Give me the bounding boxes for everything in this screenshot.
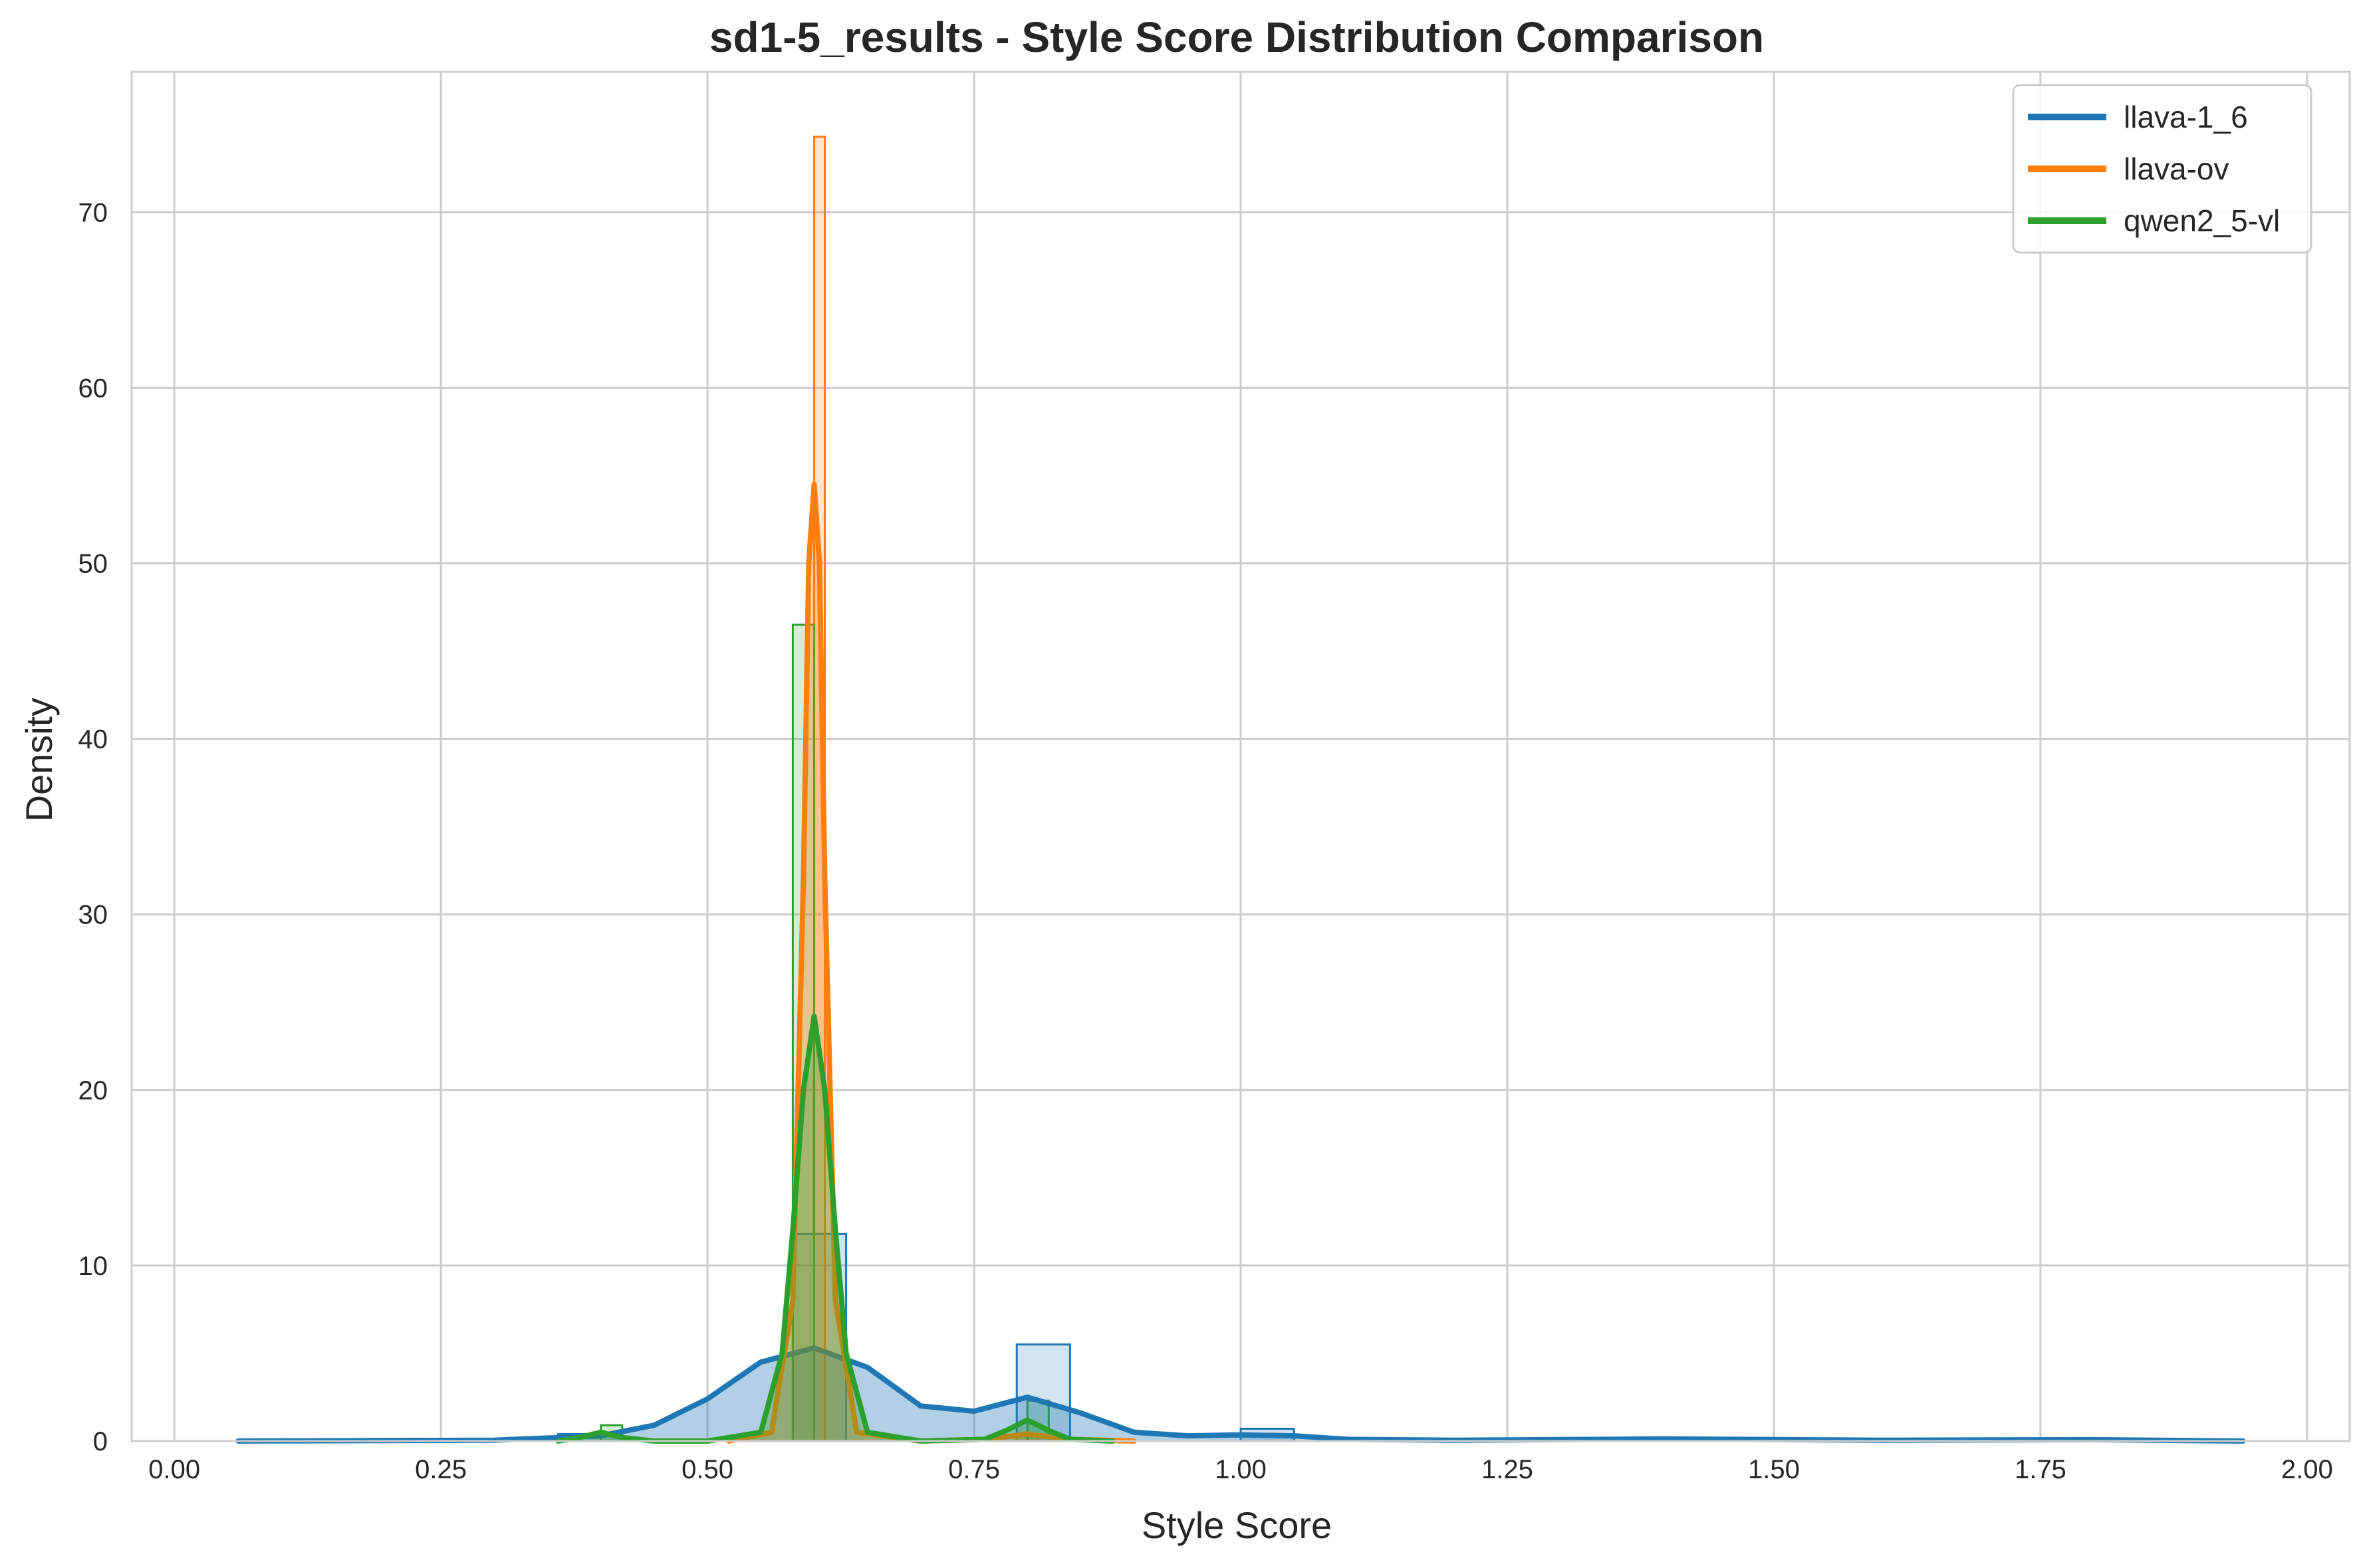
y-tick-label: 40 (78, 725, 108, 754)
x-tick-label: 1.00 (1215, 1455, 1267, 1484)
legend-label-llava-1_6: llava-1_6 (2124, 100, 2248, 134)
kde-line-llava-1_6 (235, 1345, 2246, 1444)
x-tick-label: 2.00 (2281, 1455, 2333, 1484)
kde-curves (235, 481, 2246, 1444)
x-tick-label: 0.00 (148, 1455, 200, 1484)
y-tick-label: 60 (78, 374, 108, 403)
y-axis-label: Density (18, 698, 60, 822)
legend-box (2012, 84, 2312, 254)
y-tick-label: 20 (78, 1076, 108, 1105)
y-tick-label: 30 (78, 901, 108, 930)
y-tick-label: 70 (78, 198, 108, 227)
kde-area-llava-ov (729, 484, 1134, 1441)
x-tick-label: 1.25 (1481, 1455, 1533, 1484)
kde-area-qwen2_5-vl (558, 1016, 1113, 1441)
histograms (557, 136, 1690, 1442)
plot-frame (130, 70, 2351, 1442)
tick-labels: 0.00 0.25 0.50 0.75 1.00 1.25 1.50 1.75 2.00 0 10 2… (78, 198, 2333, 1484)
chart-title: sd1-5_results - Style Score Distribution… (709, 13, 1764, 61)
x-tick-label: 1.50 (1748, 1455, 1800, 1484)
x-tick-label: 0.25 (415, 1455, 467, 1484)
grid (132, 72, 2350, 1442)
kde-line-qwen2_5-vl (555, 1013, 1116, 1444)
y-tick-label: 0 (93, 1427, 108, 1456)
legend: llava-1_6 llava-ov qwen2_5-vl (2012, 84, 2312, 254)
kde-area-llava-1_6 (238, 1348, 2243, 1441)
x-axis-label: Style Score (1142, 1504, 1332, 1546)
x-tick-label: 0.50 (682, 1455, 733, 1484)
y-tick-label: 10 (78, 1252, 108, 1281)
x-tick-label: 1.75 (2015, 1455, 2066, 1484)
y-tick-label: 50 (78, 549, 108, 578)
legend-label-llava-ov: llava-ov (2124, 152, 2229, 186)
x-tick-label: 0.75 (948, 1455, 1000, 1484)
legend-label-qwen2_5-vl: qwen2_5-vl (2124, 203, 2280, 238)
